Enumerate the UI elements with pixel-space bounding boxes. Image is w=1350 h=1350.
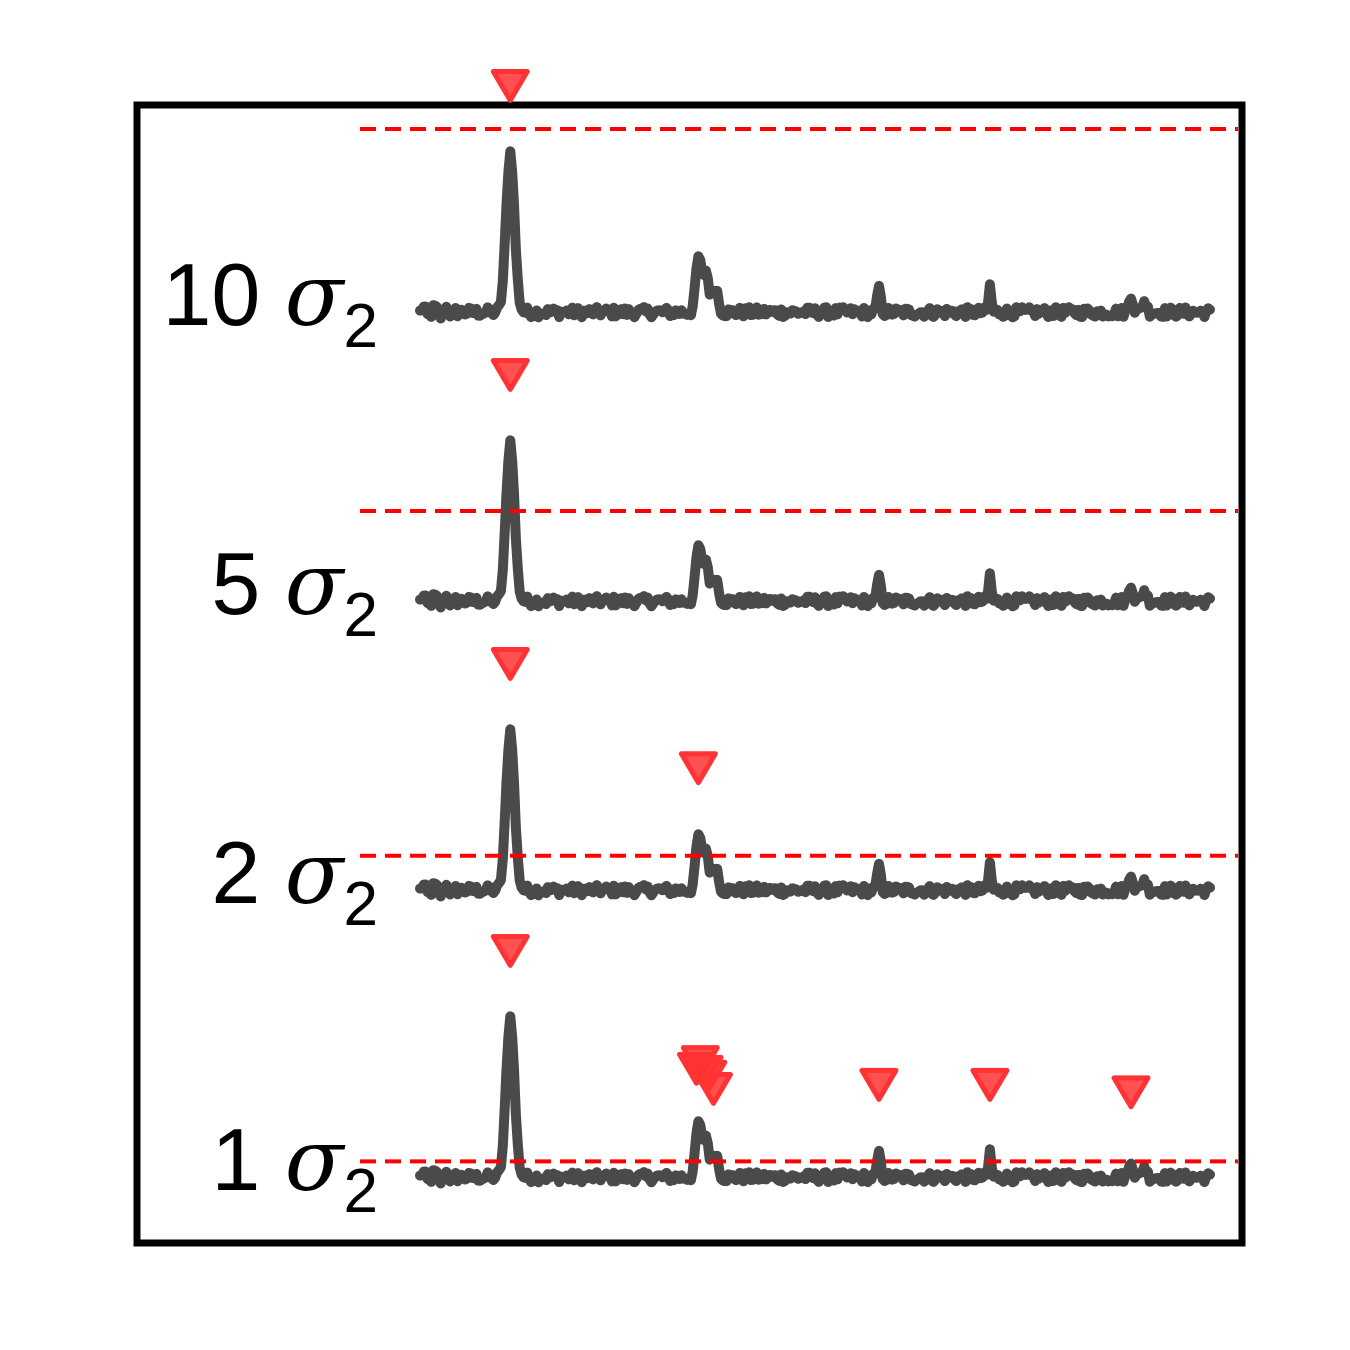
row-1-sigma: 1 σ2: [211, 934, 1238, 1226]
sigma-symbol: σ: [285, 246, 346, 346]
detection-marker: [678, 751, 718, 786]
signal-trace: [415, 724, 1215, 902]
plot-frame: [133, 101, 1246, 1247]
detection-marker: [490, 934, 530, 968]
detection-marker: [1111, 1075, 1151, 1110]
detection-marker: [859, 1067, 899, 1102]
row-2-sigma: 2 σ2: [211, 647, 1238, 939]
detection-marker: [490, 358, 530, 392]
sigma-symbol: σ: [285, 824, 346, 924]
multiplier-text: 10: [162, 245, 284, 344]
multiplier-text: 2: [211, 823, 284, 922]
sigma-symbol: σ: [285, 1111, 346, 1211]
row-10-sigma: 10 σ2: [162, 69, 1238, 361]
detection-marker: [693, 1071, 733, 1106]
sigma-subscript: 2: [344, 292, 378, 361]
row-label: 5 σ2: [211, 534, 378, 650]
row-label: 1 σ2: [211, 1110, 378, 1226]
signal-trace: [415, 435, 1215, 613]
detection-marker: [490, 647, 530, 681]
row-label: 2 σ2: [211, 823, 378, 939]
multiplier-text: 1: [211, 1110, 284, 1209]
sigma-subscript: 2: [344, 870, 378, 939]
signal-trace: [415, 1011, 1215, 1189]
row-label: 10 σ2: [162, 245, 378, 361]
multiplier-text: 5: [211, 534, 284, 633]
detection-marker: [490, 69, 530, 103]
detection-marker: [970, 1067, 1010, 1102]
sigma-symbol: σ: [285, 535, 346, 635]
sigma-subscript: 2: [344, 1157, 378, 1226]
signal-trace: [415, 146, 1215, 324]
rows-layer: 10 σ25 σ22 σ21 σ2: [162, 69, 1238, 1226]
sigma-subscript: 2: [344, 581, 378, 650]
row-5-sigma: 5 σ2: [211, 358, 1238, 650]
